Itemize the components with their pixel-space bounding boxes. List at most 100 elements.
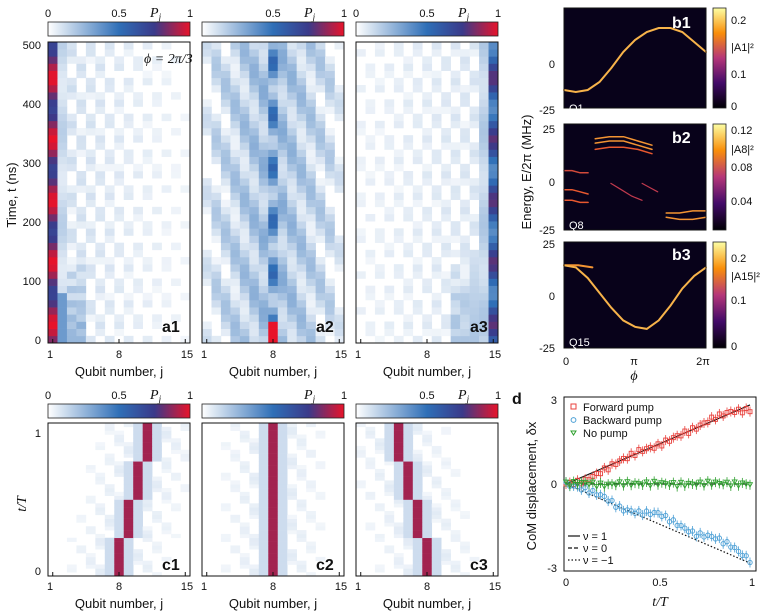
heat-cell — [152, 572, 162, 577]
ytick-label: 0 — [549, 177, 555, 189]
heat-cell — [296, 271, 307, 279]
heat-cell — [422, 128, 433, 136]
heat-cell — [161, 42, 172, 50]
heat-cell — [239, 300, 250, 308]
heat-cell — [450, 221, 461, 229]
heat-cell — [171, 128, 181, 136]
heat-cell — [296, 235, 307, 243]
heat-cell — [57, 199, 68, 208]
heat-cell — [202, 113, 212, 122]
xtick-label: 15 — [181, 349, 193, 361]
heat-cell — [422, 507, 433, 512]
spectrum-curve — [610, 182, 643, 201]
heat-cell — [66, 49, 77, 57]
ytick-label: -25 — [539, 343, 555, 355]
heat-cell — [277, 426, 288, 431]
heat-cell — [239, 178, 250, 186]
heat-cell — [133, 556, 143, 562]
heat-cell — [48, 178, 58, 186]
heat-cell — [268, 77, 279, 86]
heat-cell — [306, 518, 316, 523]
heat-cell — [114, 106, 125, 114]
heat-cell — [268, 510, 279, 516]
heat-cell — [296, 199, 307, 208]
heat-cell — [268, 503, 279, 508]
heat-cell — [57, 56, 68, 64]
heat-cell — [384, 438, 395, 443]
heat-cell — [249, 185, 260, 193]
heat-cell — [230, 518, 241, 523]
heat-cell — [220, 321, 231, 329]
heat-cell — [230, 549, 241, 554]
heat-cell — [356, 423, 366, 428]
heat-cell — [76, 335, 87, 344]
axis-x-a: 1 8 15 Qubit number, j 1 8 15 Qubit numb… — [47, 349, 501, 379]
data-point — [632, 510, 638, 516]
heat-cell — [230, 328, 241, 337]
heat-cell — [85, 77, 96, 86]
heat-cell — [306, 545, 316, 550]
heat-cell — [450, 507, 461, 512]
heat-cell — [258, 545, 269, 550]
heat-cell — [325, 314, 335, 322]
heat-cell — [306, 453, 316, 458]
x-axis-label: Qubit number, j — [229, 596, 317, 611]
heat-cell — [114, 285, 125, 294]
heat-cell — [142, 434, 153, 439]
heat-cell — [469, 314, 480, 322]
heat-cell — [277, 553, 288, 558]
heat-cell — [114, 541, 125, 546]
heat-cell — [133, 468, 143, 474]
heat-cell — [403, 457, 414, 462]
heat-cell — [161, 434, 172, 439]
heat-cell — [202, 264, 212, 272]
inset-label-q1: Q1 — [569, 103, 584, 115]
data-point — [628, 508, 634, 514]
heat-cell — [287, 488, 297, 493]
heat-cell — [258, 449, 269, 454]
heat-cell — [123, 465, 134, 470]
heat-cell — [95, 92, 106, 100]
heat-cell — [230, 314, 241, 322]
heat-cell — [95, 572, 106, 577]
heat-cell — [277, 549, 288, 554]
heat-cell — [258, 453, 269, 458]
heat-cell — [123, 514, 134, 519]
heat-cell — [365, 426, 376, 431]
heat-cell — [325, 142, 335, 150]
heat-cell — [66, 285, 77, 294]
heat-cell — [422, 568, 433, 573]
heat-cell — [258, 426, 269, 431]
heat-cell — [403, 545, 414, 550]
heat-cell — [306, 120, 316, 129]
heat-cell — [95, 321, 106, 329]
heat-cell — [412, 257, 423, 265]
heat-cell — [441, 99, 451, 107]
heat-cell — [479, 271, 489, 279]
heat-cell — [306, 56, 316, 64]
data-point — [643, 479, 650, 486]
heat-cell — [249, 545, 260, 550]
heat-cell — [66, 128, 77, 136]
heat-cell — [239, 321, 250, 329]
heat-cell — [412, 526, 423, 531]
heat-cell — [384, 510, 395, 516]
xtick-label: 15 — [181, 581, 193, 593]
heat-cell — [431, 553, 442, 558]
heat-cell — [296, 70, 307, 79]
heat-cell — [48, 70, 58, 79]
heat-cell — [249, 163, 260, 172]
colorbar-tick: 0.04 — [731, 196, 752, 208]
heat-cell — [431, 507, 442, 512]
heat-cell — [393, 560, 404, 565]
x-axis-label: Qubit number, j — [229, 364, 317, 379]
data-point — [728, 544, 734, 550]
heat-cell — [479, 185, 489, 193]
heat-cell — [334, 264, 345, 272]
heat-cell — [268, 249, 279, 258]
heat-cell — [249, 480, 260, 485]
heat-cell — [441, 549, 451, 554]
heat-cell — [104, 156, 115, 165]
heat-cell — [334, 92, 345, 100]
heat-cell — [393, 185, 404, 193]
